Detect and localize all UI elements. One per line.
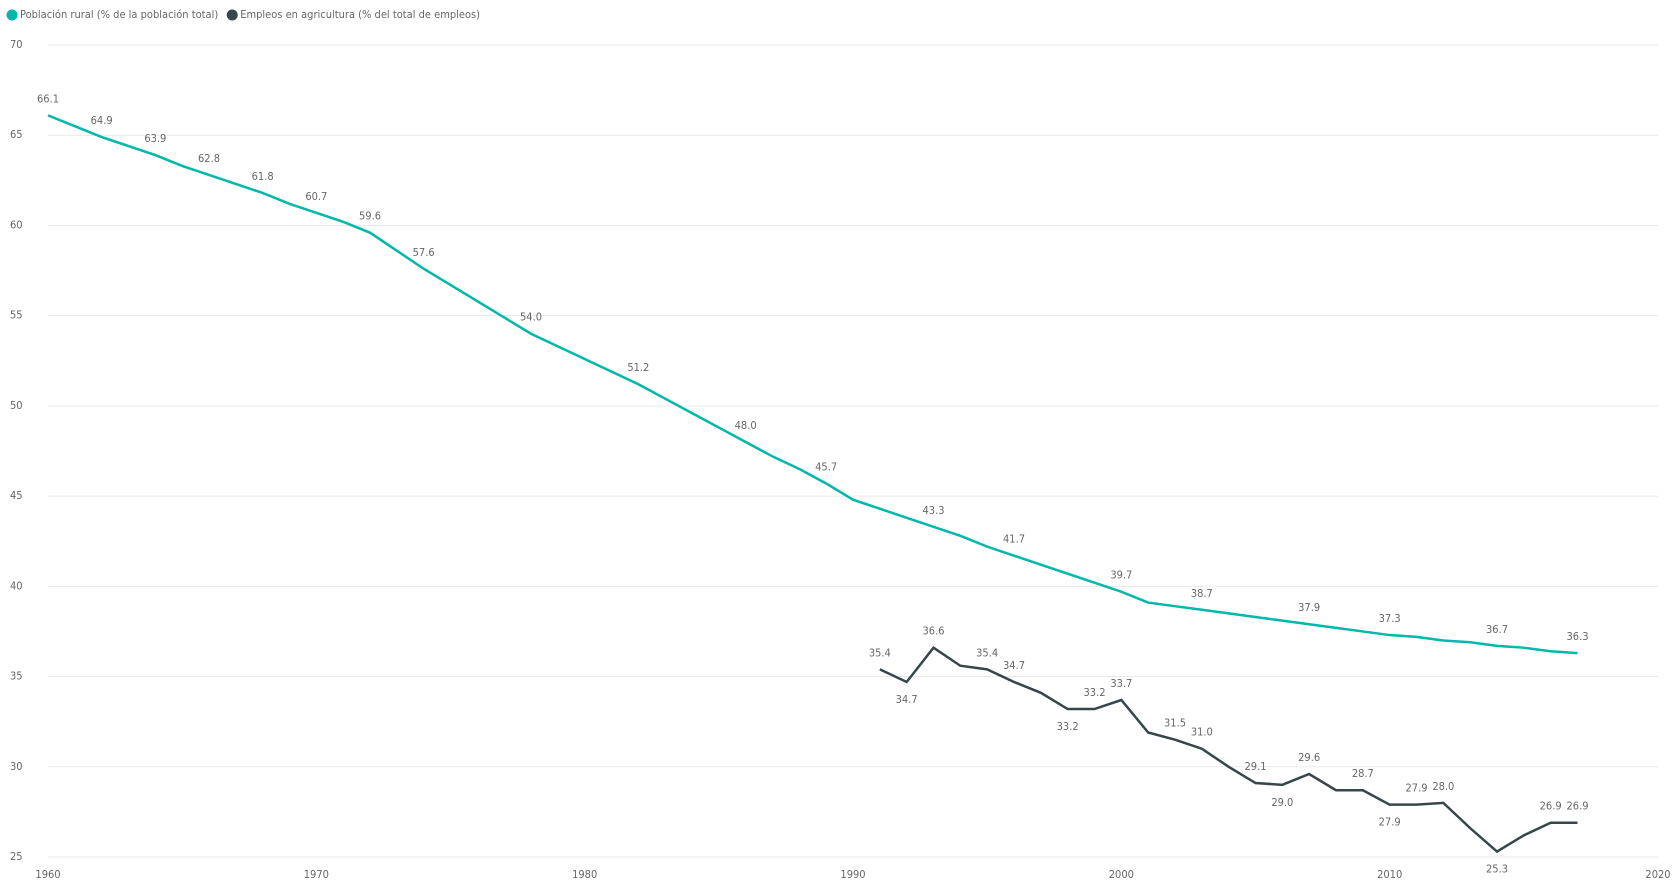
x-tick-label: 1970 <box>304 868 329 881</box>
legend-marker <box>6 9 18 21</box>
data-label: 29.6 <box>1298 751 1320 764</box>
data-label: 35.4 <box>869 646 891 659</box>
data-label: 27.9 <box>1405 782 1427 795</box>
x-tick-label: 2000 <box>1109 868 1134 881</box>
data-label: 36.6 <box>922 625 944 638</box>
data-label: 29.0 <box>1271 796 1293 809</box>
data-label: 28.7 <box>1352 767 1374 780</box>
y-tick-label: 30 <box>10 760 23 773</box>
data-label: 27.9 <box>1379 816 1401 829</box>
data-label: 51.2 <box>627 361 649 374</box>
x-tick-label: 1980 <box>572 868 597 881</box>
y-tick-label: 45 <box>10 489 23 502</box>
data-label: 31.5 <box>1164 717 1186 730</box>
y-tick-label: 50 <box>10 399 23 412</box>
data-label: 45.7 <box>815 460 837 473</box>
data-label: 39.7 <box>1110 569 1132 582</box>
data-label: 34.7 <box>1003 659 1025 672</box>
data-label: 62.8 <box>198 152 220 165</box>
data-label: 59.6 <box>359 210 381 223</box>
data-label: 35.4 <box>976 646 998 659</box>
legend-label: Empleos en agricultura (% del total de e… <box>240 8 480 21</box>
data-label: 61.8 <box>252 170 274 183</box>
data-label: 31.0 <box>1191 726 1213 739</box>
data-label: 36.7 <box>1486 623 1508 636</box>
x-tick-label: 2020 <box>1645 868 1670 881</box>
data-label: 36.3 <box>1566 630 1588 643</box>
y-tick-label: 55 <box>10 309 23 322</box>
series-line <box>47 114 1578 655</box>
data-label: 54.0 <box>520 311 542 324</box>
data-label: 33.2 <box>1083 686 1105 699</box>
data-label: 41.7 <box>1003 533 1025 546</box>
y-tick-label: 65 <box>10 128 23 141</box>
series-line <box>879 645 1578 854</box>
y-tick-label: 35 <box>10 670 23 683</box>
data-label: 33.7 <box>1110 677 1132 690</box>
data-label: 26.9 <box>1566 800 1588 813</box>
data-label: 48.0 <box>735 419 757 432</box>
y-tick-label: 70 <box>10 38 23 51</box>
x-tick-label: 1990 <box>840 868 865 881</box>
x-tick-label: 1960 <box>35 868 60 881</box>
data-label: 26.9 <box>1540 800 1562 813</box>
x-tick-label: 2010 <box>1377 868 1402 881</box>
data-label: 33.2 <box>1057 720 1079 733</box>
y-tick-label: 40 <box>10 579 23 592</box>
data-label: 37.9 <box>1298 601 1320 614</box>
data-label: 43.3 <box>922 504 944 517</box>
data-label: 38.7 <box>1191 587 1213 600</box>
legend-label: Población rural (% de la población total… <box>20 8 218 21</box>
data-label: 57.6 <box>413 246 435 259</box>
data-label: 37.3 <box>1379 612 1401 625</box>
y-tick-label: 60 <box>10 218 23 231</box>
data-label: 60.7 <box>305 190 327 203</box>
data-label: 64.9 <box>91 114 113 127</box>
data-label: 28.0 <box>1432 780 1454 793</box>
data-label: 25.3 <box>1486 863 1508 876</box>
data-label: 34.7 <box>896 693 918 706</box>
data-label: 29.1 <box>1244 760 1266 773</box>
data-label: 66.1 <box>37 92 59 105</box>
legend-marker <box>226 9 238 21</box>
data-label: 63.9 <box>144 132 166 145</box>
y-tick-label: 25 <box>10 850 23 863</box>
